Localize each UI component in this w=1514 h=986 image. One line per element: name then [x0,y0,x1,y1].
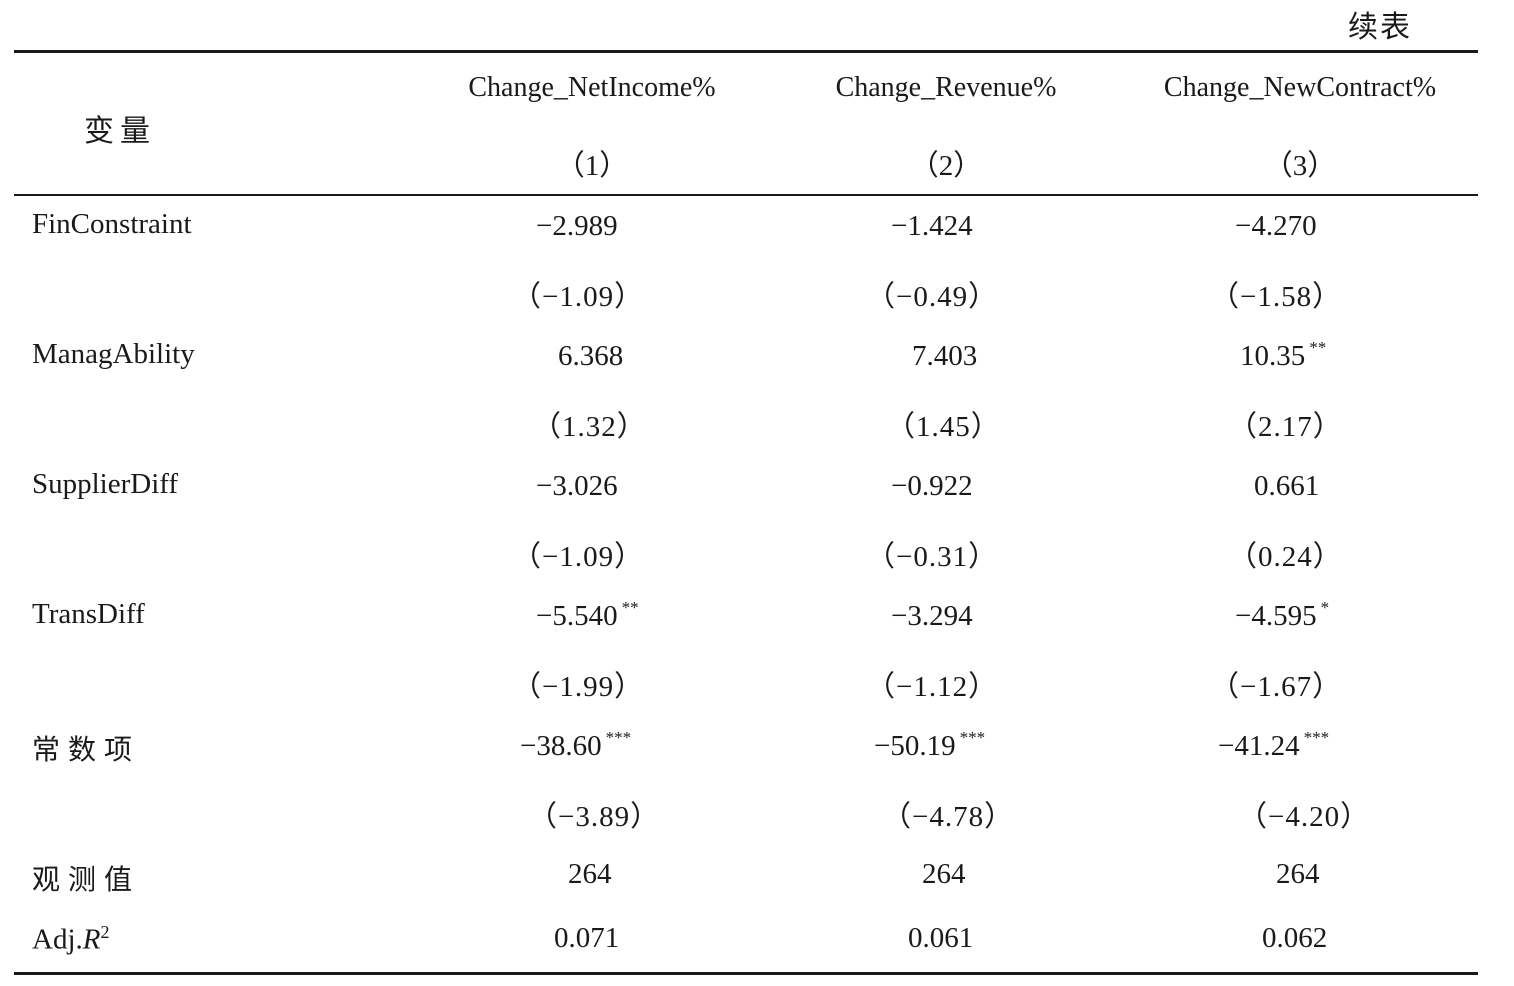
table-row: SupplierDiff −3.026 −0.922 0.661 [0,468,1514,508]
continued-label: 续表 [1348,10,1412,45]
tstat-cell: （1.45） [886,411,1001,443]
tstat-cell: （−1.58） [1210,281,1343,313]
tstat-cell: （−0.49） [866,281,999,313]
header-col-2-name: Change_Revenue% [835,72,1057,103]
table-bottom-rule [14,972,1478,975]
row-label: 观测值 [32,863,141,896]
obs-cell: 264 [568,858,612,890]
table-row: （−1.09） （−0.31） （0.24） [0,533,1514,573]
coef-cell: −41.24 *** [1218,728,1330,762]
header-col-1-name: Change_NetIncome% [468,72,716,103]
table-row: TransDiff −5.540 ** −3.294 −4.595 * [0,598,1514,638]
tstat-cell: （−4.20） [1238,801,1371,833]
coef-cell: −50.19 *** [874,728,986,762]
row-label: FinConstraint [32,208,192,240]
header-col-3-name: Change_NewContract% [1163,72,1437,103]
table-row: ManagAbility 6.368 7.403 10.35 ** [0,338,1514,378]
table-row: （−3.89） （−4.78） （−4.20） [0,793,1514,833]
header-col-1-number: （1） [555,150,629,182]
table-row: FinConstraint −2.989 −1.424 −4.270 [0,208,1514,248]
tstat-cell: （−1.99） [512,671,645,703]
tstat-cell: （−3.89） [528,801,661,833]
table-row: （1.32） （1.45） （2.17） [0,403,1514,443]
coef-cell: −38.60 *** [520,728,632,762]
tstat-cell: （−1.09） [512,541,645,573]
coef-cell: −4.270 [1235,210,1317,242]
table-header-rule [14,194,1478,196]
coef-cell: 10.35 ** [1240,338,1327,372]
coef-cell: 6.368 [558,340,624,372]
adj-r2-cell: 0.071 [554,922,620,954]
tstat-cell: （−1.67） [1210,671,1343,703]
tstat-cell: （−1.09） [512,281,645,313]
coef-cell: −4.595 * [1235,598,1330,632]
row-label: ManagAbility [32,338,195,370]
tstat-cell: （0.24） [1228,541,1343,573]
obs-cell: 264 [922,858,966,890]
table-row-adj-r2: Adj.R2 0.071 0.061 0.062 [0,922,1514,962]
table-top-rule [14,50,1478,53]
adj-r2-cell: 0.062 [1262,922,1328,954]
tstat-cell: （−1.12） [866,671,999,703]
tstat-cell: （2.17） [1228,411,1343,443]
tstat-cell: （1.32） [532,411,647,443]
row-label: SupplierDiff [32,468,179,500]
row-label: 常数项 [32,733,141,766]
obs-cell: 264 [1276,858,1320,890]
coef-cell: 0.661 [1254,470,1320,502]
table-row: （−1.09） （−0.49） （−1.58） [0,273,1514,313]
table-row-observations: 观测值 264 264 264 [0,858,1514,898]
header-col-3-number: （3） [1263,150,1337,182]
adj-r2-cell: 0.061 [908,922,974,954]
coef-cell: −5.540 ** [536,598,639,632]
coef-cell: −3.294 [891,600,973,632]
coef-cell: −3.026 [536,470,618,502]
coef-cell: −0.922 [891,470,973,502]
coef-cell: −2.989 [536,210,618,242]
header-col-2-number: （2） [909,150,983,182]
row-label: Adj.R2 [32,922,110,956]
tstat-cell: （−0.31） [866,541,999,573]
table-row: （−1.99） （−1.12） （−1.67） [0,663,1514,703]
header-variable-label: 变量 [84,114,156,149]
row-label: TransDiff [32,598,145,630]
coef-cell: 7.403 [912,340,978,372]
table-row: 常数项 −38.60 *** −50.19 *** −41.24 *** [0,728,1514,768]
tstat-cell: （−4.78） [882,801,1015,833]
coef-cell: −1.424 [891,210,973,242]
